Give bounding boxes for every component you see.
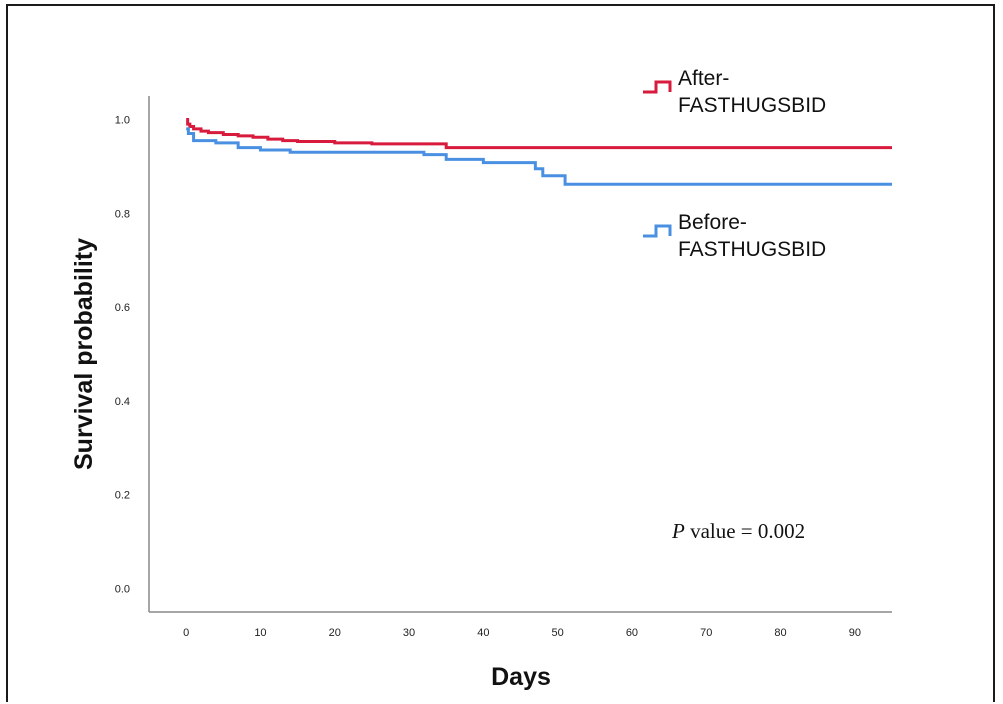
- x-tick-label: 80: [774, 627, 786, 639]
- x-tick-label: 50: [552, 627, 564, 639]
- x-tick-labels: 0 10 20 30 40 50 60 70 80 90: [183, 627, 861, 639]
- x-tick-label: 90: [849, 627, 861, 639]
- legend-label-before: Before-: [678, 211, 747, 234]
- x-tick-label: 40: [477, 627, 489, 639]
- legend-swatch-after: [643, 80, 672, 94]
- y-tick-label: 0.4: [115, 396, 130, 408]
- y-tick-labels: 0.0 0.2 0.4 0.6 0.8 1.0: [115, 114, 130, 595]
- y-tick-label: 0.8: [115, 208, 130, 220]
- legend-label-after-cont: FASTHUGSBID: [678, 94, 826, 117]
- series-layer: [186, 117, 892, 186]
- p-value-text: value = 0.002: [685, 519, 805, 543]
- legend-item-after: After- FASTHUGSBID: [643, 67, 826, 117]
- legend-item-before: Before- FASTHUGSBID: [643, 211, 826, 261]
- y-tick-label: 0.0: [115, 584, 130, 596]
- survival-chart: 0.0 0.2 0.4 0.6 0.8 1.0 0 10 20 30 40 50 60 70 80 90 S…: [70, 67, 892, 691]
- legend-swatch-before: [643, 224, 672, 238]
- chart-frame: 0.0 0.2 0.4 0.6 0.8 1.0 0 10 20 30 40 50 60 70 80 90 S…: [6, 4, 995, 702]
- p-value-symbol: P: [671, 519, 685, 543]
- x-tick-label: 30: [403, 627, 415, 639]
- y-tick-label: 0.6: [115, 302, 130, 314]
- legend-label-before-cont: FASTHUGSBID: [678, 238, 826, 261]
- x-tick-label: 20: [329, 627, 341, 639]
- series-line-before: [186, 127, 892, 186]
- x-tick-label: 70: [700, 627, 712, 639]
- y-axis-title: Survival probability: [70, 238, 98, 470]
- x-tick-label: 60: [626, 627, 638, 639]
- series-line-after: [186, 117, 892, 150]
- x-tick-label: 10: [254, 627, 266, 639]
- x-axis-title: Days: [491, 663, 551, 691]
- y-tick-label: 0.2: [115, 490, 130, 502]
- y-tick-label: 1.0: [115, 114, 130, 126]
- legend-label-after: After-: [678, 67, 729, 90]
- x-tick-label: 0: [183, 627, 189, 639]
- axes: [148, 96, 892, 613]
- p-value-annotation: P value = 0.002: [671, 519, 805, 543]
